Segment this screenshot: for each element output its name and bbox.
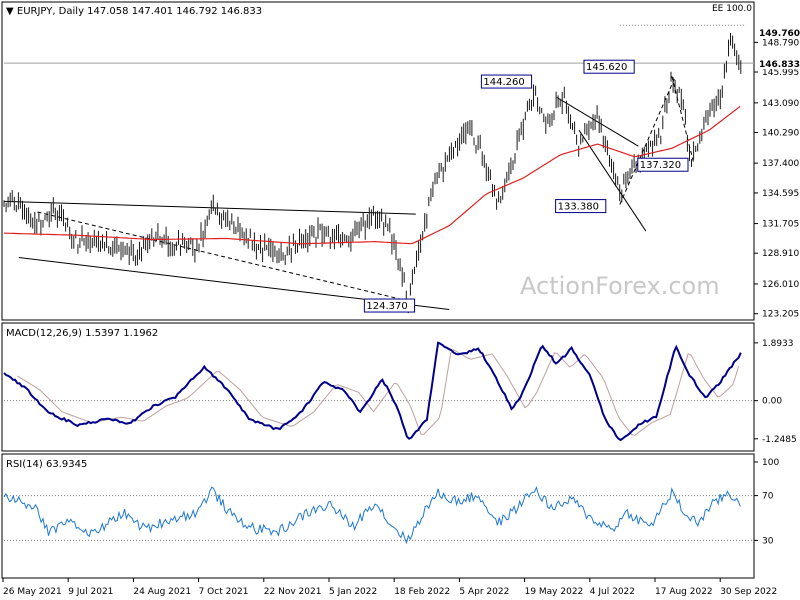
macd-axis-ticks: 1.8933 0.00 -1.2485: [754, 339, 797, 445]
price-tick-label-2: 128.910: [762, 249, 799, 259]
ee-label: EE 100.0: [712, 4, 752, 14]
trendline-0: [3, 200, 416, 215]
high-price-label-text: 149.760: [759, 29, 800, 39]
price-series: [3, 33, 742, 314]
x-tick-label-0: 26 May 2021: [3, 587, 62, 597]
rsi-axis-ticks: 100 70 30: [754, 458, 779, 546]
macd-tick-label-0: 1.8933: [762, 339, 794, 349]
annotation-box-2: [583, 59, 635, 74]
high-price-label-box: [756, 26, 800, 39]
x-tick-label-6: 18 Feb 2022: [394, 587, 450, 597]
macd-header: MACD(12,26,9) 1.5397 1.1962: [6, 328, 158, 339]
macd-line: [3, 341, 742, 442]
annotation-3: 137.320: [640, 160, 681, 171]
price-tick-label-3: 131.705: [762, 220, 799, 230]
annotation-box-0: [363, 298, 416, 313]
rsi-line: [3, 486, 741, 545]
price-tick-label-0: 123.205: [762, 310, 799, 320]
price-header: ▼ EURJPY, Daily 147.058 147.401 146.792 …: [6, 6, 262, 17]
price-tick-label-6: 140.290: [762, 129, 799, 139]
x-tick-label-10: 17 Aug 2022: [655, 587, 713, 597]
trendline-4: [578, 130, 647, 232]
annotation-2: 145.620: [586, 62, 627, 73]
price-tick-label-1: 126.010: [762, 280, 799, 290]
x-tick-label-7: 5 Apr 2022: [459, 587, 509, 597]
macd-tick-label-2: -1.2485: [762, 435, 797, 445]
price-pane: [1, 1, 755, 321]
x-axis-labels: 26 May 2021 9 Jul 2021 24 Aug 2021 7 Oct 20…: [2, 578, 777, 597]
x-tick-label-8: 19 May 2022: [525, 587, 584, 597]
trendline-5: [619, 76, 676, 205]
annotation-0: 124.370: [366, 301, 407, 312]
macd-pane: [1, 322, 755, 452]
price-tick-label-5: 137.400: [762, 159, 799, 169]
annotation-box-1: [480, 74, 533, 89]
macd-signal-line: [17, 349, 740, 436]
x-tick-label-1: 9 Jul 2021: [68, 587, 113, 597]
x-tick-label-3: 7 Oct 2021: [199, 587, 249, 597]
x-tick-label-9: 4 Jul 2022: [590, 587, 635, 597]
annotation-box-4: [555, 199, 607, 214]
annotation-box-3: [637, 157, 689, 172]
x-tick-label-11: 30 Sep 2022: [720, 587, 777, 597]
price-tick-label-4: 134.595: [762, 189, 799, 199]
price-bars: [3, 33, 742, 314]
watermark: ActionForex.com: [520, 272, 720, 300]
rsi-tick-label-1: 70: [762, 492, 774, 502]
macd-series: [3, 341, 754, 442]
annotation-4: 133.380: [558, 202, 599, 213]
trendline-3: [556, 96, 639, 147]
last-price-label-text: 146.833: [759, 60, 800, 70]
annotations: 124.370 144.260 145.620 137.320 133.380: [363, 59, 689, 313]
price-labels: 149.760 146.833 EE 100.0: [712, 4, 800, 70]
price-axis-ticks: 123.205 126.010 128.910 131.705 134.595 137.4…: [754, 38, 799, 320]
price-tick-label-9: 148.790: [762, 38, 799, 48]
price-tick-label-8: 145.995: [762, 68, 799, 78]
rsi-tick-label-2: 30: [762, 536, 774, 546]
rsi-series: [3, 486, 754, 545]
annotation-1: 144.260: [483, 77, 524, 88]
rsi-pane: [1, 453, 755, 579]
moving-average-line: [4, 106, 741, 245]
price-tick-label-7: 143.090: [762, 99, 799, 109]
x-tick-label-5: 5 Jan 2022: [329, 587, 377, 597]
x-tick-label-4: 22 Nov 2021: [264, 587, 322, 597]
rsi-tick-label-0: 100: [762, 458, 779, 468]
last-price-label-box: [756, 57, 800, 70]
trendline-2: [37, 211, 409, 302]
rsi-header: RSI(14) 63.9345: [6, 459, 87, 470]
macd-tick-label-1: 0.00: [762, 397, 782, 407]
x-tick-label-2: 24 Aug 2021: [133, 587, 191, 597]
